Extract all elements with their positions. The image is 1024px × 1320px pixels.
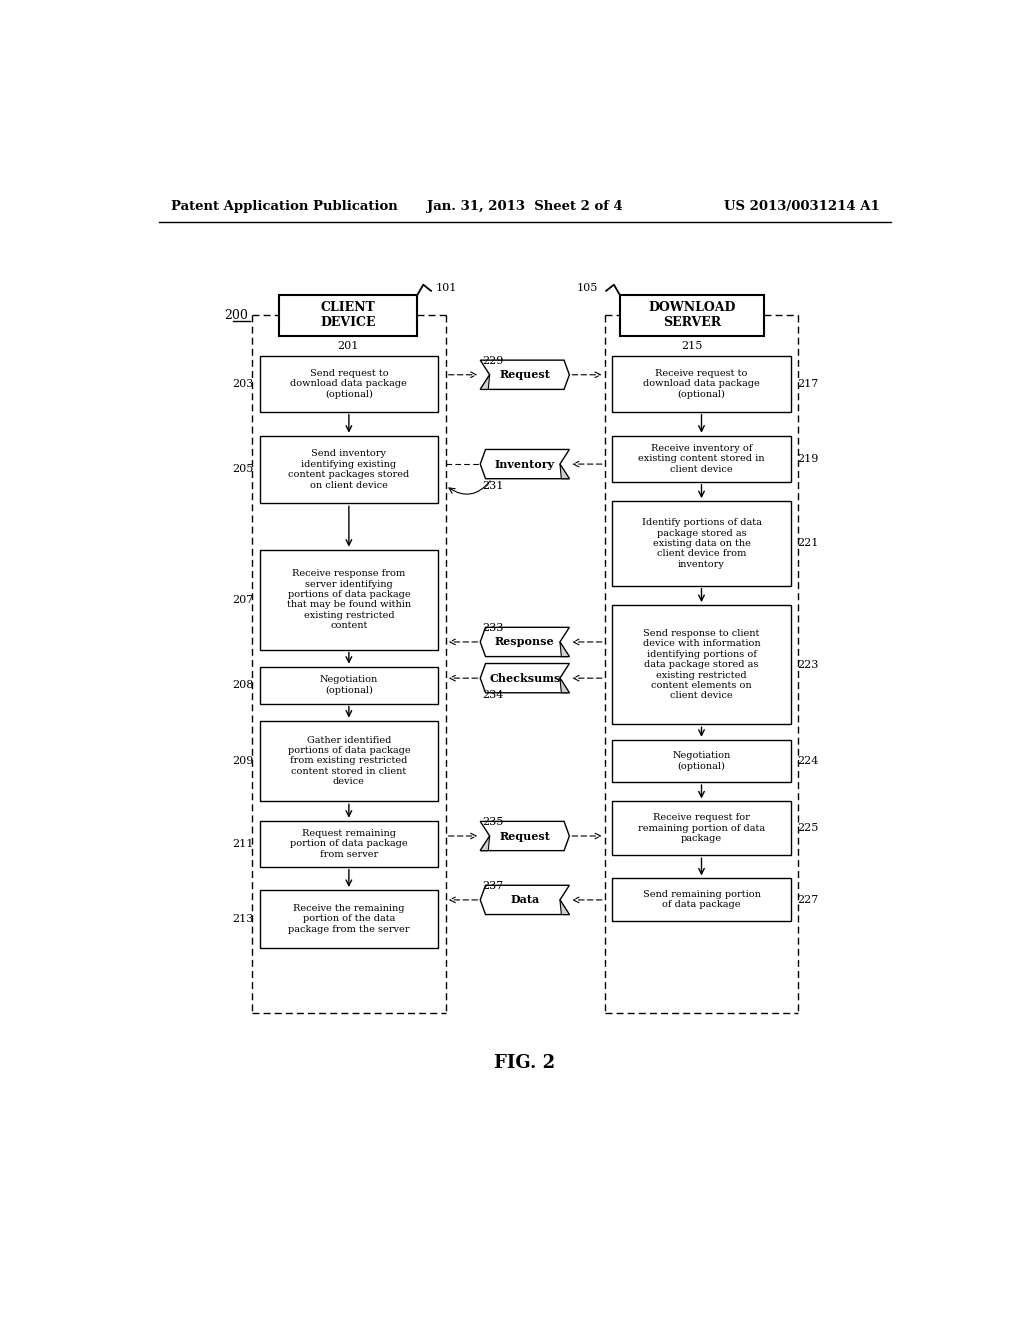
Text: 209: 209	[232, 756, 254, 766]
FancyBboxPatch shape	[612, 878, 791, 921]
Text: Send remaining portion
of data package: Send remaining portion of data package	[643, 890, 761, 909]
Text: 227: 227	[797, 895, 818, 904]
Text: 234: 234	[481, 690, 503, 700]
Text: Request: Request	[500, 830, 550, 842]
Text: 213: 213	[232, 913, 254, 924]
FancyBboxPatch shape	[260, 356, 438, 412]
FancyBboxPatch shape	[612, 436, 791, 482]
Polygon shape	[560, 900, 569, 915]
FancyBboxPatch shape	[260, 890, 438, 948]
Text: 207: 207	[232, 594, 254, 605]
Polygon shape	[480, 664, 569, 693]
Text: FIG. 2: FIG. 2	[495, 1055, 555, 1072]
Text: Send request to
download data package
(optional): Send request to download data package (o…	[291, 370, 408, 399]
Text: Inventory: Inventory	[495, 458, 555, 470]
Text: Receive request for
remaining portion of data
package: Receive request for remaining portion of…	[638, 813, 765, 843]
Text: 208: 208	[232, 680, 254, 690]
Text: Send response to client
device with information
identifying portions of
data pac: Send response to client device with info…	[643, 628, 760, 701]
Text: Identify portions of data
package stored as
existing data on the
client device f: Identify portions of data package stored…	[642, 519, 762, 569]
Text: DOWNLOAD
SERVER: DOWNLOAD SERVER	[648, 301, 735, 330]
Text: 224: 224	[797, 756, 818, 766]
FancyBboxPatch shape	[612, 356, 791, 412]
Text: 221: 221	[797, 539, 818, 548]
Text: US 2013/0031214 A1: US 2013/0031214 A1	[724, 199, 880, 213]
Polygon shape	[480, 836, 489, 850]
Polygon shape	[480, 375, 489, 389]
FancyBboxPatch shape	[612, 605, 791, 725]
Text: 231: 231	[481, 480, 503, 491]
Text: 201: 201	[338, 342, 358, 351]
FancyBboxPatch shape	[260, 667, 438, 704]
FancyBboxPatch shape	[621, 296, 764, 335]
Text: 237: 237	[481, 880, 503, 891]
Text: Negotiation
(optional): Negotiation (optional)	[673, 751, 731, 771]
FancyBboxPatch shape	[612, 502, 791, 586]
Text: CLIENT
DEVICE: CLIENT DEVICE	[321, 301, 376, 330]
Polygon shape	[560, 465, 569, 479]
Text: Patent Application Publication: Patent Application Publication	[171, 199, 397, 213]
Polygon shape	[480, 449, 569, 479]
Text: 225: 225	[797, 824, 818, 833]
Text: 235: 235	[481, 817, 503, 828]
Text: 200: 200	[224, 309, 248, 322]
Text: 205: 205	[232, 465, 254, 474]
Polygon shape	[480, 360, 569, 389]
Polygon shape	[480, 627, 569, 656]
FancyBboxPatch shape	[260, 821, 438, 867]
Text: 203: 203	[232, 379, 254, 389]
Text: 223: 223	[797, 660, 818, 669]
Polygon shape	[560, 678, 569, 693]
FancyBboxPatch shape	[280, 296, 417, 335]
Text: Request remaining
portion of data package
from server: Request remaining portion of data packag…	[290, 829, 408, 858]
Polygon shape	[480, 821, 569, 850]
Text: 229: 229	[481, 356, 503, 366]
FancyBboxPatch shape	[612, 739, 791, 781]
Text: 217: 217	[797, 379, 818, 389]
Text: Gather identified
portions of data package
from existing restricted
content stor: Gather identified portions of data packa…	[288, 735, 411, 787]
Text: Jan. 31, 2013  Sheet 2 of 4: Jan. 31, 2013 Sheet 2 of 4	[427, 199, 623, 213]
Text: Response: Response	[495, 636, 555, 648]
Text: Data: Data	[510, 895, 540, 906]
FancyBboxPatch shape	[260, 721, 438, 801]
FancyBboxPatch shape	[260, 549, 438, 649]
Polygon shape	[480, 886, 569, 915]
Text: Request: Request	[500, 370, 550, 380]
Text: 105: 105	[578, 282, 598, 293]
Text: Checksums: Checksums	[489, 673, 560, 684]
Text: Send inventory
identifying existing
content packages stored
on client device: Send inventory identifying existing cont…	[288, 449, 410, 490]
Text: 219: 219	[797, 454, 818, 463]
FancyBboxPatch shape	[260, 436, 438, 503]
Text: 211: 211	[232, 838, 254, 849]
Text: Negotiation
(optional): Negotiation (optional)	[319, 676, 378, 694]
Text: 215: 215	[681, 342, 702, 351]
FancyBboxPatch shape	[612, 801, 791, 855]
Text: Receive the remaining
portion of the data
package from the server: Receive the remaining portion of the dat…	[288, 904, 410, 933]
Text: Receive response from
server identifying
portions of data package
that may be fo: Receive response from server identifying…	[287, 569, 411, 630]
Text: Receive inventory of
existing content stored in
client device: Receive inventory of existing content st…	[638, 444, 765, 474]
Polygon shape	[560, 642, 569, 656]
Text: Receive request to
download data package
(optional): Receive request to download data package…	[643, 370, 760, 399]
Text: 233: 233	[481, 623, 503, 634]
Text: 101: 101	[435, 282, 457, 293]
